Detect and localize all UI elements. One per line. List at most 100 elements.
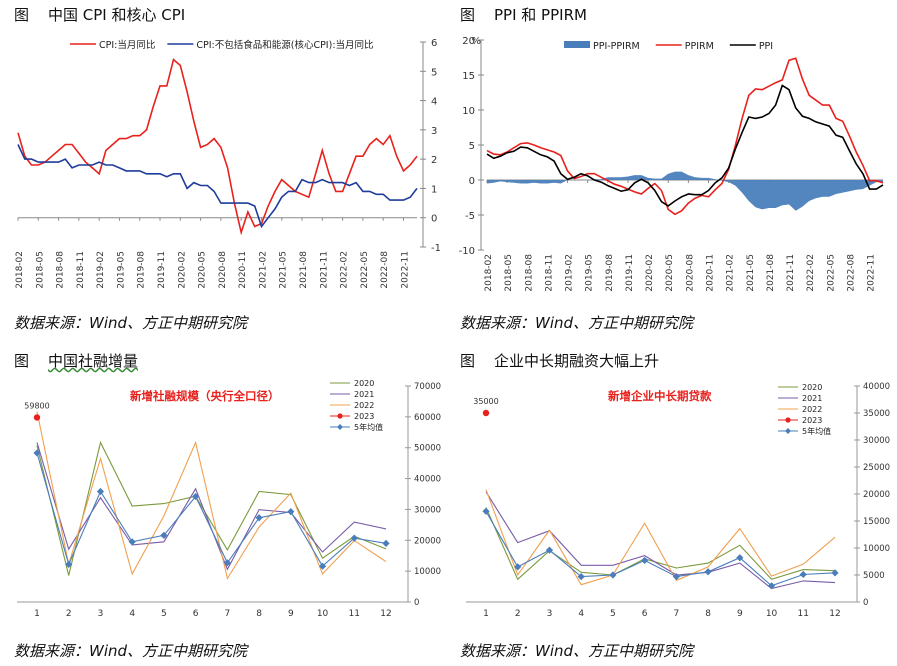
panel-prefix: 图 <box>14 6 30 24</box>
panel-social-financing: 图 中国社融增量 0 10000 20000 30000 40000 50000 60000… <box>0 340 448 666</box>
x-tick-label: 7 <box>673 609 679 619</box>
x-tick-label: 2018-02 <box>15 251 25 289</box>
x-tick-label: 1 <box>34 609 40 619</box>
x-tick-label: 2020-02 <box>177 251 187 289</box>
x-tick-label: 2022-11 <box>867 254 877 292</box>
x-tick-label: 2021-11 <box>319 251 329 289</box>
legend-label: 2023 <box>802 416 822 425</box>
point-2023 <box>482 409 490 417</box>
legend-label: 5年均值 <box>802 426 831 436</box>
x-tick-label: 2020-08 <box>685 254 695 292</box>
y-unit-label: % <box>471 36 481 47</box>
y-tick-label: 0 <box>469 176 475 187</box>
y-tick-label: 0 <box>431 214 437 225</box>
x-tick-label: 2018-05 <box>504 254 514 292</box>
x-tick-label: 2022-05 <box>360 251 370 289</box>
x-tick-label: 11 <box>798 609 809 619</box>
panel-title: 中国 CPI 和核心 CPI <box>48 6 186 24</box>
x-tick-label: 2021-05 <box>746 254 756 292</box>
y-tick-label: 1 <box>431 184 437 195</box>
y-tick-label: 30000 <box>863 436 890 446</box>
point-5yr-average <box>287 507 295 516</box>
y-tick-label: 10000 <box>414 567 441 577</box>
y-tick-label: 40000 <box>863 382 890 392</box>
legend-swatch <box>564 41 590 48</box>
y-tick-label: 10 <box>462 106 475 117</box>
y-tick-label: 35000 <box>863 409 890 419</box>
x-tick-label: 2020-11 <box>238 251 248 289</box>
x-tick-label: 2018-05 <box>35 251 45 289</box>
x-tick-label: 9 <box>737 609 743 619</box>
y-tick-label: 25000 <box>863 463 890 473</box>
x-tick-label: 2018-11 <box>76 251 86 289</box>
x-tick-label: 2019-11 <box>625 254 635 292</box>
x-tick-label: 6 <box>642 609 648 619</box>
x-tick-label: 2019-02 <box>96 251 106 289</box>
legend-marker <box>337 413 343 419</box>
x-tick-label: 2022-05 <box>826 254 836 292</box>
point-5yr-average <box>482 507 490 515</box>
x-tick-label: 8 <box>256 609 262 619</box>
x-tick-label: 2019-08 <box>137 251 147 289</box>
x-tick-label: 2018-11 <box>544 254 554 292</box>
x-tick-label: 2018-02 <box>484 254 494 292</box>
y-tick-label: 20000 <box>414 536 441 546</box>
x-tick-label: 2018-08 <box>524 254 534 292</box>
legend-marker <box>337 424 343 430</box>
x-tick-label: 4 <box>129 609 135 619</box>
y-tick-label: 50000 <box>414 444 441 454</box>
x-tick-label: 3 <box>547 609 553 619</box>
x-tick-label: 10 <box>317 609 329 619</box>
series-area-ppi-ppirm <box>487 171 883 211</box>
series-line-2020 <box>36 440 387 576</box>
y-tick-label: 40000 <box>414 475 441 485</box>
x-tick-label: 2018-08 <box>56 251 66 289</box>
point-5yr-average <box>641 556 649 565</box>
ppi-chart: -10 -5 0 5 10 15 20% 2018-02 2018-05 2018-08 2018-… <box>459 36 884 292</box>
series-line-5年均值 <box>485 511 836 587</box>
panel-cpi: 图 中国 CPI 和核心 CPI -1 0 1 2 3 4 5 6 2018-02 2018-05… <box>0 0 448 340</box>
panel-title: 企业中长期融资大幅上升 <box>494 352 660 370</box>
legend-label: PPI <box>759 41 773 52</box>
x-tick-label: 4 <box>578 609 584 619</box>
series-line-2022 <box>36 411 387 580</box>
y-tick-label: 20000 <box>863 490 890 500</box>
legend-label: CPI:当月同比 <box>99 39 155 51</box>
x-tick-label: 2020-05 <box>665 254 675 292</box>
x-tick-label: 2022-02 <box>806 254 816 292</box>
panel-title: PPI 和 PPIRM <box>494 6 587 24</box>
x-tick-label: 12 <box>380 609 391 619</box>
y-tick-label: 5 <box>431 67 437 78</box>
point-5yr-average <box>736 554 744 562</box>
legend-label: 2021 <box>354 390 374 399</box>
x-tick-label: 7 <box>224 609 230 619</box>
x-tick-label: 2020-02 <box>645 254 655 292</box>
x-tick-label: 9 <box>288 609 294 619</box>
legend-label: 2021 <box>802 394 822 403</box>
panel-ppi: 图 PPI 和 PPIRM -10 -5 0 5 10 15 20% 2018-02 2018-… <box>448 0 897 340</box>
x-tick-label: 6 <box>193 609 199 619</box>
data-label-2023: 35000 <box>473 397 498 406</box>
x-tick-label: 2019-11 <box>157 251 167 289</box>
chart-title: 新增企业中长期贷款 <box>608 389 712 403</box>
series-line-2022 <box>485 489 836 586</box>
legend-label: PPI-PPIRM <box>593 41 640 52</box>
x-tick-label: 2021-08 <box>299 251 309 289</box>
point-5yr-average <box>350 534 358 542</box>
legend-label: 5年均值 <box>354 422 383 432</box>
y-tick-label: -5 <box>465 211 475 222</box>
x-tick-label: 2021-05 <box>279 251 289 289</box>
legend-marker <box>785 428 791 434</box>
x-tick-label: 1 <box>483 609 489 619</box>
legend-label: PPIRM <box>685 41 714 52</box>
point-5yr-average <box>609 571 617 579</box>
y-tick-label: 15000 <box>863 517 890 527</box>
x-tick-label: 12 <box>829 609 840 619</box>
y-tick-label: 5 <box>469 141 475 152</box>
legend-label: 2022 <box>802 405 822 414</box>
y-tick-label: 6 <box>431 38 437 49</box>
point-2023 <box>33 414 41 421</box>
panel-prefix: 图 <box>460 6 476 24</box>
x-tick-label: 2021-08 <box>766 254 776 292</box>
series-line-5年均值 <box>36 452 387 568</box>
